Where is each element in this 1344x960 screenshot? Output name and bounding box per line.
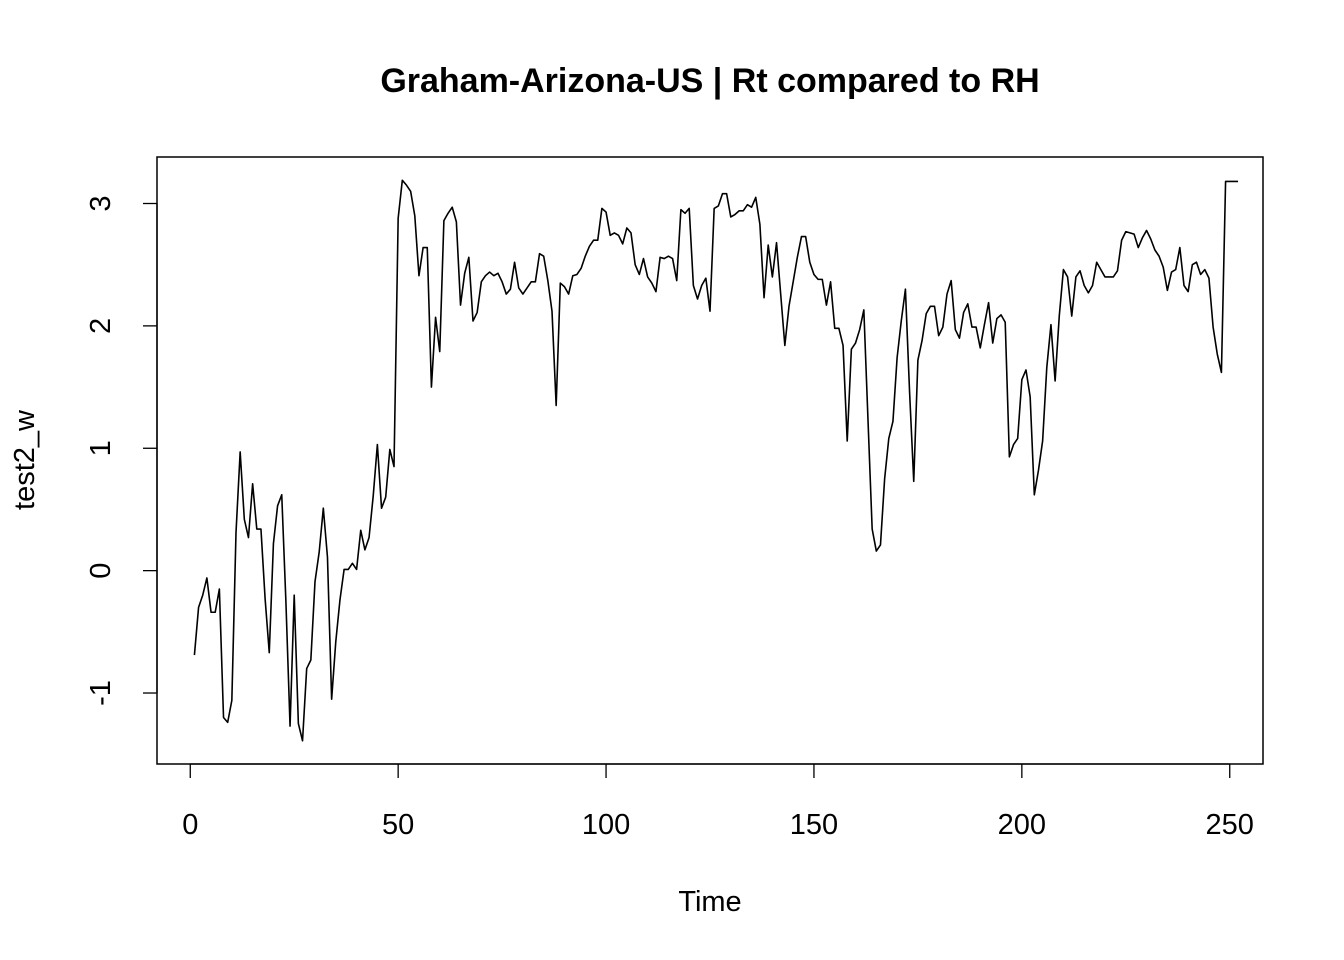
x-tick-label: 100	[582, 809, 630, 841]
chart-title: Graham-Arizona-US | Rt compared to RH	[380, 62, 1039, 100]
y-tick-label: 2	[85, 318, 117, 334]
x-axis-title: Time	[678, 886, 741, 918]
y-tick-label: 0	[85, 563, 117, 579]
x-tick-label: 250	[1206, 809, 1254, 841]
plot-area	[156, 156, 1264, 765]
y-tick-label: 3	[85, 195, 117, 211]
x-axis: 0 50 100 150 200 250	[182, 763, 1254, 841]
x-tick-label: 150	[790, 809, 838, 841]
y-tick-label: -1	[85, 680, 117, 706]
x-tick-label: 0	[182, 809, 198, 841]
y-axis-title: test2_w	[9, 409, 41, 510]
y-tick-label: 1	[85, 440, 117, 456]
x-tick-label: 50	[382, 809, 414, 841]
y-axis: -1 0 1 2 3	[85, 195, 158, 706]
series-line	[193, 179, 1239, 742]
x-tick-label: 200	[998, 809, 1046, 841]
